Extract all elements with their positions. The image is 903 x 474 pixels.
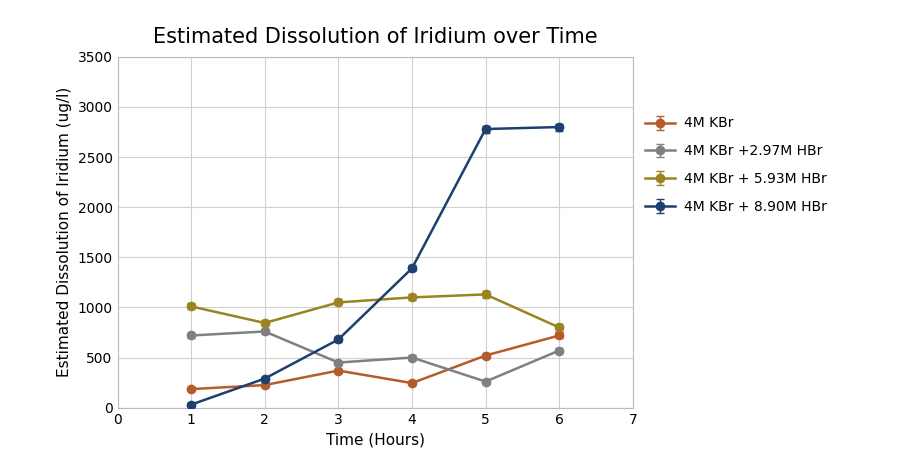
Title: Estimated Dissolution of Iridium over Time: Estimated Dissolution of Iridium over Ti…	[153, 27, 597, 47]
X-axis label: Time (Hours): Time (Hours)	[325, 432, 424, 447]
Legend: 4M KBr, 4M KBr +2.97M HBr, 4M KBr + 5.93M HBr, 4M KBr + 8.90M HBr: 4M KBr, 4M KBr +2.97M HBr, 4M KBr + 5.93…	[644, 117, 825, 214]
Y-axis label: Estimated Dissolution of Iridium (ug/l): Estimated Dissolution of Iridium (ug/l)	[57, 87, 72, 377]
